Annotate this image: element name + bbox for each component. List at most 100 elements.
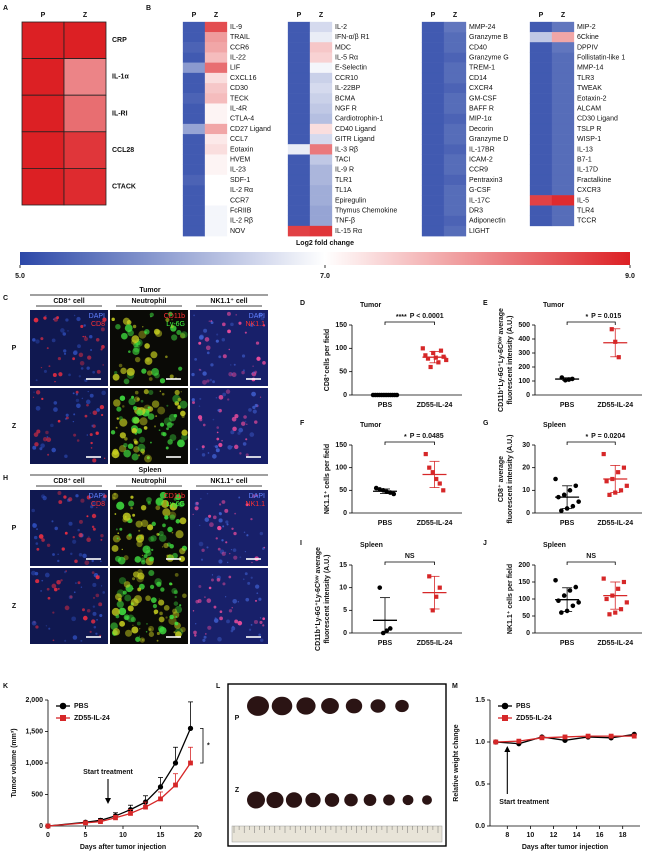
- x-tick-label: 14: [573, 832, 581, 839]
- cell-signal: [243, 531, 246, 534]
- cell-signal: [163, 604, 170, 611]
- row-label: TNF-β: [335, 218, 355, 225]
- cell-signal: [205, 633, 207, 635]
- cell-signal: [35, 390, 41, 395]
- cell-signal: [205, 345, 211, 351]
- cell-signal: [169, 614, 174, 620]
- heat-cell: [443, 195, 467, 206]
- heat-cell: [182, 123, 206, 135]
- cell-signal: [131, 427, 138, 434]
- y-tick-label: 150: [335, 442, 347, 449]
- cell-signal: [140, 504, 147, 511]
- heat-cell: [204, 113, 228, 125]
- cell-signal: [166, 422, 173, 428]
- cell-signal: [115, 555, 122, 562]
- data-point: [427, 465, 432, 470]
- cell-signal: [51, 338, 56, 343]
- significance-bracket: [566, 561, 616, 565]
- stain-label: Ly-6G: [166, 321, 185, 328]
- y-tick-label: 150: [518, 579, 530, 586]
- cell-signal: [92, 611, 97, 616]
- cell-signal: [116, 501, 125, 510]
- cell-signal: [115, 426, 118, 429]
- cell-signal: [259, 396, 262, 398]
- cell-signal: [121, 332, 128, 340]
- cell-signal: [197, 415, 203, 420]
- heat-cell: [287, 62, 311, 74]
- cell-signal: [173, 414, 178, 418]
- x-tick-label: ZD55-IL-24: [597, 402, 633, 409]
- heat-cell: [551, 134, 575, 145]
- tumor: [271, 696, 293, 716]
- cell-signal: [144, 357, 153, 365]
- row-label: CCR10: [335, 75, 358, 82]
- cell-signal: [135, 520, 143, 528]
- heat-cell: [287, 154, 311, 165]
- cell-signal: [158, 429, 161, 432]
- x-tick-label: 10: [119, 832, 127, 839]
- row-label: CD14: [469, 75, 487, 82]
- x-tick-label: ZD55-IL-24: [417, 640, 453, 647]
- y-axis-label: Tumor volume (mm³): [11, 728, 18, 797]
- cell-signal: [174, 605, 183, 614]
- row-label: BAFF R: [469, 106, 494, 113]
- cell-signal: [152, 587, 154, 589]
- cell-signal: [210, 321, 214, 325]
- cell-signal: [52, 553, 55, 556]
- x-tick-label: PBS: [378, 402, 393, 409]
- heat-cell: [421, 103, 445, 114]
- cell-signal: [123, 581, 131, 588]
- y-tick-label: 5: [343, 607, 347, 614]
- heat-cell: [551, 123, 575, 135]
- cell-signal: [42, 495, 47, 501]
- plot-title: Tumor: [360, 422, 382, 429]
- data-point: [373, 485, 379, 491]
- panel-letter: C: [3, 295, 8, 302]
- y-axis-label: Relative weight change: [453, 724, 460, 802]
- cell-signal: [238, 496, 241, 499]
- heat-cell: [421, 113, 445, 125]
- cell-signal: [217, 525, 222, 531]
- row-label: CD40 Ligand: [335, 126, 376, 133]
- cell-signal: [134, 356, 141, 363]
- cell-signal: [84, 335, 87, 338]
- cell-signal: [145, 595, 151, 602]
- legend-label: ZD55-IL-24: [516, 715, 552, 722]
- heat-cell: [204, 195, 228, 206]
- cell-signal: [138, 436, 146, 443]
- heat-cell: [551, 32, 575, 43]
- cell-signal: [198, 335, 204, 340]
- cell-signal: [73, 413, 76, 416]
- cell-signal: [47, 453, 50, 456]
- cell-signal: [255, 584, 260, 589]
- heat-cell: [309, 72, 333, 84]
- legend-marker: [59, 702, 67, 710]
- row-label: TWEAK: [577, 85, 602, 92]
- cell-signal: [72, 357, 76, 361]
- cell-signal: [158, 598, 160, 600]
- cell-signal: [213, 445, 215, 447]
- cell-signal: [179, 517, 187, 525]
- heat-cell: [421, 21, 445, 33]
- row-label: Adiponectin: [469, 218, 506, 225]
- heat-cell: [204, 93, 228, 104]
- cell-signal: [60, 328, 65, 333]
- cell-signal: [118, 607, 127, 616]
- cell-signal: [92, 527, 96, 531]
- data-point: [420, 346, 425, 351]
- cell-signal: [177, 439, 185, 448]
- cell-signal: [89, 433, 93, 437]
- cell-signal: [80, 324, 84, 329]
- cell-signal: [91, 424, 94, 427]
- cell-signal: [163, 542, 169, 549]
- cell-signal: [169, 374, 174, 379]
- heat-cell: [421, 225, 445, 237]
- row-label: TREM-1: [469, 65, 495, 72]
- heat-cell: [443, 205, 467, 216]
- cell-signal: [151, 521, 156, 527]
- micrograph: [190, 388, 268, 464]
- cell-signal: [160, 587, 165, 592]
- tumor: [296, 697, 316, 715]
- y-tick-label: 50: [339, 487, 347, 494]
- heat-cell: [287, 195, 311, 206]
